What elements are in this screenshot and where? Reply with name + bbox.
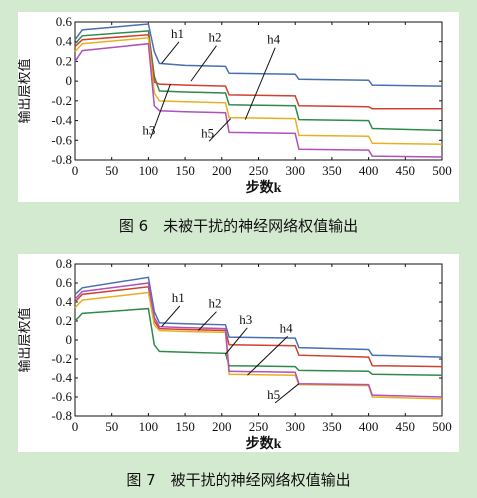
annotation-label-h4: h4 [280, 320, 294, 335]
x-tick-label: 50 [105, 163, 118, 178]
chart-panel-figure7: 0 50 100 150 200 250 300 350 400 450 500 -0.8 -0.6 -0… [17, 254, 459, 452]
x-tick-label: 200 [212, 163, 232, 178]
y-tick-label: -0.4 [51, 113, 72, 128]
y-tick-label: 0.6 [56, 14, 73, 29]
annotation-label-h1: h1 [172, 290, 185, 305]
y-tick-label: -0.2 [51, 351, 72, 366]
series-line-h4 [74, 36, 443, 145]
y-tick-label: -0.2 [51, 93, 72, 108]
series-line-h5 [74, 282, 443, 398]
annotation-leader [274, 383, 300, 404]
x-tick-label: 0 [72, 419, 79, 434]
y-tick-label: 0.6 [56, 275, 73, 290]
x-tick-label: 150 [175, 419, 195, 434]
annotation-label-h3: h3 [142, 122, 155, 137]
chart-panel-figure6: 0 50 100 150 200 250 300 350 400 450 500 -0.8 -0.6 -0… [17, 12, 459, 202]
y-tick-label: -0.4 [51, 370, 72, 385]
x-tick-label: 250 [249, 419, 269, 434]
annotation-label-h3: h3 [239, 312, 252, 327]
series-line-h3 [74, 285, 443, 368]
x-tick-label: 450 [396, 419, 416, 434]
x-tick-label: 0 [72, 163, 79, 178]
plot-frame [74, 263, 443, 417]
y-tick-label: 0 [66, 332, 73, 347]
chart-figure6: 0 50 100 150 200 250 300 350 400 450 500 -0.8 -0.6 -0… [17, 14, 452, 196]
annotation-leader [244, 47, 276, 120]
annotation-leader [247, 336, 289, 376]
x-tick-label: 350 [322, 419, 342, 434]
series-line-h2 [74, 307, 443, 376]
y-tick-label: 0 [66, 73, 73, 88]
series-line-h2 [74, 30, 443, 132]
annotation-leader [161, 41, 180, 64]
series-line-h3 [74, 33, 442, 110]
series-line-h1 [74, 23, 443, 87]
annotation-label-h5: h5 [267, 387, 280, 402]
annotation-label-h1: h1 [171, 26, 184, 41]
annotation-leader [197, 311, 217, 331]
x-tick-label: 450 [396, 163, 416, 178]
annotation-leader [225, 327, 248, 355]
x-tick-label: 350 [322, 163, 342, 178]
series-line-h5 [74, 42, 443, 158]
plot-frame [74, 21, 443, 161]
x-tick-label: 100 [139, 163, 159, 178]
annotation-leader [208, 118, 231, 142]
x-axis-label: 步数k [246, 435, 282, 452]
annotation-label-h5: h5 [201, 125, 214, 140]
x-tick-label: 500 [432, 163, 452, 178]
annotation-label-h2: h2 [208, 296, 221, 311]
y-tick-label: 0.4 [56, 34, 73, 49]
x-tick-label: 100 [139, 419, 159, 434]
x-tick-label: 400 [359, 163, 379, 178]
y-axis-label: 输出层权值 [18, 307, 32, 372]
y-tick-label: 0.2 [56, 313, 72, 328]
x-tick-label: 250 [249, 163, 269, 178]
x-tick-label: 500 [432, 419, 452, 434]
y-tick-label: -0.8 [51, 152, 72, 167]
x-tick-label: 300 [285, 163, 305, 178]
annotation-leader [190, 45, 217, 82]
annotation-label-h2: h2 [208, 30, 221, 45]
y-tick-label: -0.6 [51, 132, 72, 147]
y-tick-label: -0.8 [51, 408, 72, 423]
x-tick-label: 150 [175, 163, 195, 178]
y-axis-label: 输出层权值 [18, 58, 32, 123]
y-tick-label: 0.4 [56, 294, 73, 309]
x-tick-label: 50 [105, 419, 118, 434]
y-tick-label: -0.6 [51, 389, 72, 404]
annotation-label-h4: h4 [267, 32, 281, 47]
y-tick-label: 0.8 [56, 256, 72, 271]
annotation-leader [161, 305, 181, 328]
figure7-caption: 图 7 被干扰的神经网络权值输出 [126, 471, 351, 489]
y-tick-label: 0.2 [56, 53, 72, 68]
chart-figure7: 0 50 100 150 200 250 300 350 400 450 500 -0.8 -0.6 -0… [17, 256, 452, 452]
x-axis-label: 步数k [246, 179, 282, 196]
x-tick-label: 300 [285, 419, 305, 434]
series-line-h1 [74, 276, 443, 358]
x-tick-label: 400 [359, 419, 379, 434]
x-tick-label: 200 [212, 419, 232, 434]
annotation-leader [149, 83, 171, 139]
figure6-caption: 图 6 未被干扰的神经网络权值输出 [118, 217, 359, 235]
